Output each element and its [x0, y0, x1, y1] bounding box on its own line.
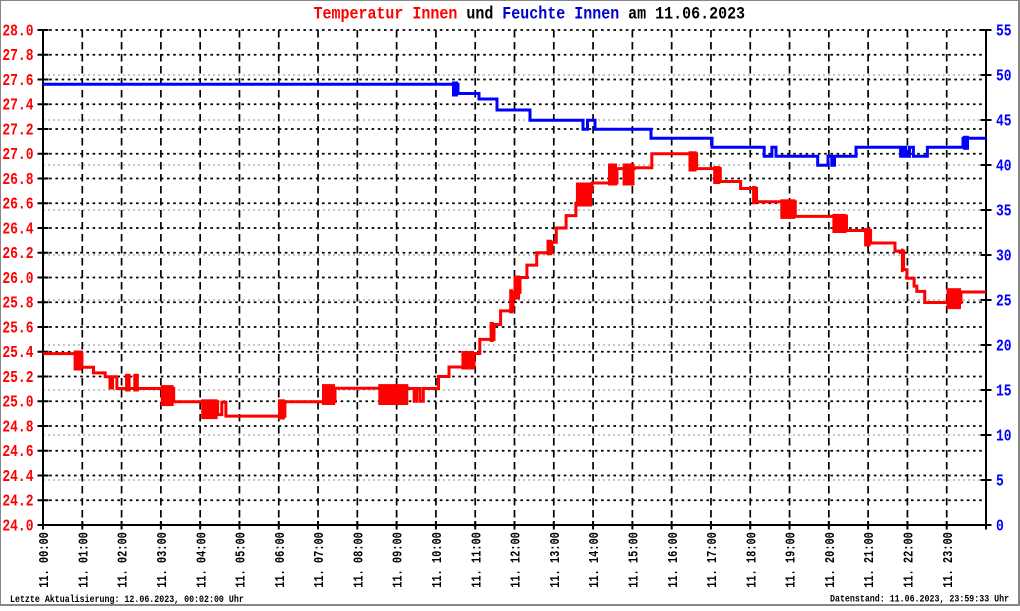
svg-text:15: 15: [996, 381, 1012, 401]
svg-text:25.6: 25.6: [2, 318, 33, 338]
svg-text:11. 21:00: 11. 21:00: [862, 532, 878, 588]
svg-text:11. 02:00: 11. 02:00: [115, 532, 131, 588]
svg-text:24.8: 24.8: [2, 417, 33, 437]
svg-text:11. 09:00: 11. 09:00: [391, 532, 407, 588]
svg-text:26.6: 26.6: [2, 194, 33, 214]
svg-text:26.4: 26.4: [2, 219, 33, 239]
svg-text:55: 55: [996, 21, 1012, 41]
svg-text:0: 0: [996, 516, 1004, 536]
svg-text:11. 06:00: 11. 06:00: [273, 532, 289, 588]
svg-text:27.4: 27.4: [2, 95, 33, 115]
svg-text:11. 10:00: 11. 10:00: [430, 532, 446, 588]
svg-text:10: 10: [996, 426, 1012, 446]
svg-text:26.8: 26.8: [2, 169, 33, 189]
svg-text:25.2: 25.2: [2, 367, 33, 387]
svg-text:11. 00:00: 11. 00:00: [37, 532, 53, 588]
svg-text:25.4: 25.4: [2, 343, 33, 363]
svg-text:11. 01:00: 11. 01:00: [76, 532, 92, 588]
svg-text:24.0: 24.0: [2, 516, 33, 536]
svg-text:27.6: 27.6: [2, 70, 33, 90]
svg-text:25.0: 25.0: [2, 392, 33, 412]
svg-text:Letzte Aktualisierung: 12.06.2: Letzte Aktualisierung: 12.06.2023, 00:02…: [10, 593, 244, 605]
svg-text:45: 45: [996, 111, 1012, 131]
svg-text:24.4: 24.4: [2, 466, 33, 486]
svg-text:11. 08:00: 11. 08:00: [351, 532, 367, 588]
svg-text:Datenstand: 11.06.2023, 23:59:: Datenstand: 11.06.2023, 23:59:33 Uhr: [830, 593, 1009, 605]
svg-text:24.6: 24.6: [2, 442, 33, 462]
svg-text:25: 25: [996, 291, 1012, 311]
svg-text:11. 07:00: 11. 07:00: [312, 532, 328, 588]
svg-text:5: 5: [996, 471, 1004, 491]
svg-text:26.2: 26.2: [2, 244, 33, 264]
svg-text:27.0: 27.0: [2, 145, 33, 165]
svg-text:35: 35: [996, 201, 1012, 221]
svg-text:11. 03:00: 11. 03:00: [155, 532, 171, 588]
svg-text:11. 15:00: 11. 15:00: [626, 532, 642, 588]
svg-text:40: 40: [996, 156, 1012, 176]
svg-text:30: 30: [996, 246, 1012, 266]
svg-text:11. 17:00: 11. 17:00: [705, 532, 721, 588]
svg-text:11. 11:00: 11. 11:00: [469, 532, 485, 588]
svg-text:11. 04:00: 11. 04:00: [194, 532, 210, 588]
svg-text:20: 20: [996, 336, 1012, 356]
svg-text:11. 22:00: 11. 22:00: [901, 532, 917, 588]
svg-text:11. 12:00: 11. 12:00: [508, 532, 524, 588]
svg-text:27.2: 27.2: [2, 120, 33, 140]
svg-text:11. 05:00: 11. 05:00: [233, 532, 249, 588]
svg-text:27.8: 27.8: [2, 46, 33, 66]
svg-text:Temperatur Innen und Feuchte I: Temperatur Innen und Feuchte Innen am 11…: [314, 3, 746, 24]
svg-text:24.2: 24.2: [2, 491, 33, 511]
svg-text:28.0: 28.0: [2, 21, 33, 41]
svg-text:50: 50: [996, 66, 1012, 86]
svg-text:11. 14:00: 11. 14:00: [587, 532, 603, 588]
svg-text:11. 20:00: 11. 20:00: [823, 532, 839, 588]
svg-text:25.8: 25.8: [2, 293, 33, 313]
svg-text:11. 19:00: 11. 19:00: [783, 532, 799, 588]
svg-text:11. 18:00: 11. 18:00: [744, 532, 760, 588]
svg-text:26.0: 26.0: [2, 268, 33, 288]
svg-text:11. 23:00: 11. 23:00: [941, 532, 957, 588]
svg-text:11. 13:00: 11. 13:00: [548, 532, 564, 588]
svg-text:11. 16:00: 11. 16:00: [666, 532, 682, 588]
